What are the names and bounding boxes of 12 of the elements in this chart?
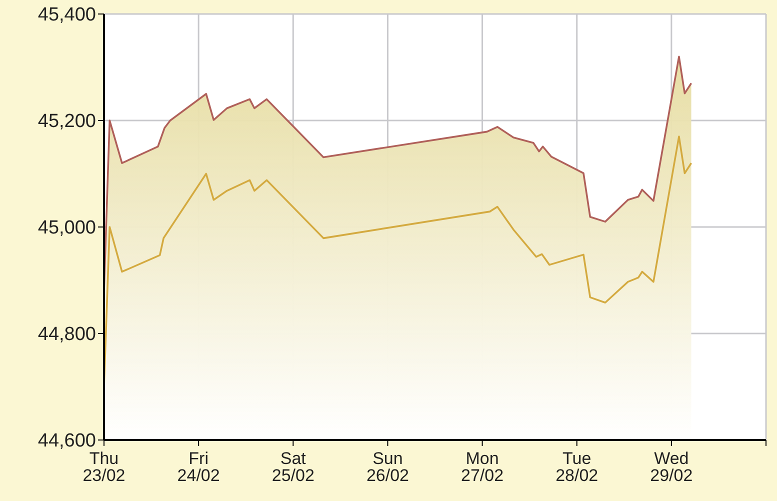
y-tick-label: 44,800	[38, 324, 96, 346]
x-tick-label: Sat 25/02	[272, 449, 314, 485]
y-tick-label: 44,600	[38, 430, 96, 452]
x-tick-label: Sun 26/02	[366, 449, 409, 485]
x-tick-label: Thu 23/02	[82, 449, 126, 485]
y-tick-label: 45,400	[38, 4, 96, 26]
y-tick-label: 45,200	[38, 111, 96, 132]
y-tick-label: 45,000	[38, 218, 96, 239]
x-tick-label: Mon 27/02	[461, 449, 504, 485]
x-tick-label: Wed 29/02	[650, 449, 693, 485]
x-tick-label: Fri 24/02	[177, 449, 220, 485]
x-tick-label: Tue 28/02	[556, 449, 598, 485]
